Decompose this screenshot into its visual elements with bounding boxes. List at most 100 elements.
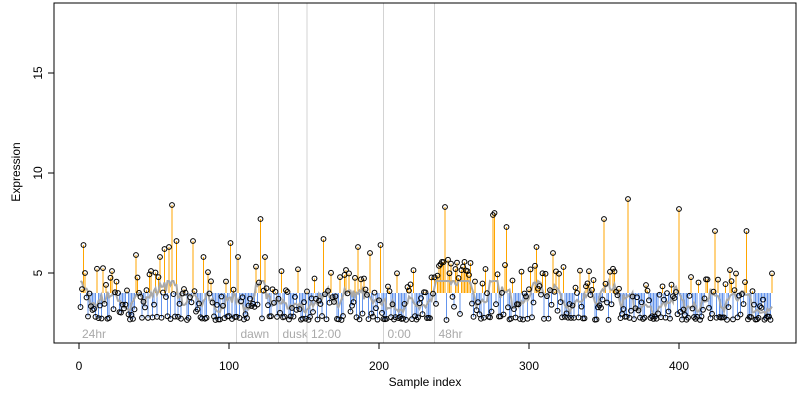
data-point xyxy=(319,313,325,319)
data-point xyxy=(268,313,274,320)
data-point xyxy=(623,313,630,320)
data-point xyxy=(686,292,693,299)
data-point xyxy=(470,313,477,320)
data-point xyxy=(667,315,673,322)
data-point xyxy=(620,306,627,312)
data-point xyxy=(82,270,88,276)
data-point xyxy=(101,300,108,307)
data-point xyxy=(205,269,211,276)
data-point xyxy=(757,303,763,310)
data-point xyxy=(734,314,741,321)
data-point xyxy=(256,279,262,286)
data-point xyxy=(635,307,642,314)
data-point xyxy=(178,315,184,322)
data-point xyxy=(454,259,460,266)
data-point xyxy=(194,306,201,313)
data-point xyxy=(259,315,265,322)
data-point xyxy=(451,303,457,310)
data-point xyxy=(221,315,228,322)
data-point xyxy=(109,268,115,274)
data-point xyxy=(301,299,307,306)
data-point xyxy=(188,299,195,306)
data-point xyxy=(167,316,174,322)
data-point xyxy=(680,306,687,313)
data-point xyxy=(710,288,717,295)
data-point xyxy=(209,299,216,306)
data-point xyxy=(443,317,450,323)
period-label: 48hr xyxy=(439,327,463,341)
data-point xyxy=(374,316,381,323)
data-point xyxy=(344,290,351,297)
data-point xyxy=(698,313,705,320)
data-point xyxy=(386,288,393,295)
data-point xyxy=(320,236,327,242)
data-point xyxy=(274,313,280,320)
data-point xyxy=(125,311,132,318)
data-point xyxy=(712,228,718,234)
data-point xyxy=(665,308,672,315)
y-axis-label: Expression xyxy=(9,142,23,201)
data-point xyxy=(499,289,505,296)
data-point xyxy=(574,290,580,296)
data-point xyxy=(152,269,159,276)
data-point xyxy=(469,300,475,307)
data-point xyxy=(299,315,306,322)
data-point xyxy=(100,265,106,272)
data-point xyxy=(521,290,528,297)
data-point xyxy=(676,206,682,212)
x-tick-label: 0 xyxy=(76,359,83,373)
y-tick-label: 5 xyxy=(31,269,45,276)
data-point xyxy=(310,309,316,315)
data-point xyxy=(389,301,396,308)
data-point xyxy=(743,228,750,234)
data-point xyxy=(505,304,511,311)
data-point xyxy=(181,286,187,292)
data-point xyxy=(611,268,618,275)
data-point xyxy=(731,287,738,294)
data-point xyxy=(577,267,583,274)
data-point xyxy=(286,316,292,323)
data-point xyxy=(416,300,423,307)
data-point xyxy=(728,278,735,285)
data-point xyxy=(730,316,736,323)
data-point xyxy=(140,298,147,305)
data-point xyxy=(511,306,517,313)
data-point xyxy=(473,307,480,314)
data-point xyxy=(151,301,157,308)
data-point xyxy=(203,314,210,321)
data-point xyxy=(767,316,774,323)
data-point xyxy=(572,284,579,291)
data-point xyxy=(403,316,409,323)
data-point xyxy=(509,277,516,284)
data-point xyxy=(122,301,129,308)
data-point xyxy=(394,270,400,277)
data-point xyxy=(170,291,177,297)
data-point xyxy=(311,275,318,282)
data-point xyxy=(737,311,744,318)
data-point xyxy=(733,270,739,277)
data-point xyxy=(407,281,414,288)
data-point xyxy=(532,262,538,269)
data-point xyxy=(700,306,706,313)
data-point xyxy=(211,313,217,320)
data-point xyxy=(83,294,90,301)
data-point xyxy=(287,313,294,320)
data-point xyxy=(539,270,546,277)
data-point xyxy=(166,244,172,250)
data-point xyxy=(142,304,148,311)
data-point xyxy=(671,295,678,301)
data-point xyxy=(281,313,288,320)
data-point xyxy=(659,283,666,290)
data-point xyxy=(766,313,772,320)
data-point xyxy=(559,314,565,321)
data-point xyxy=(668,281,675,288)
data-point xyxy=(283,287,289,294)
data-point xyxy=(488,308,495,315)
data-point xyxy=(428,274,435,281)
data-point xyxy=(103,281,109,288)
data-point xyxy=(722,281,729,288)
data-point xyxy=(583,283,589,290)
data-point xyxy=(265,302,271,309)
data-point xyxy=(106,315,112,321)
